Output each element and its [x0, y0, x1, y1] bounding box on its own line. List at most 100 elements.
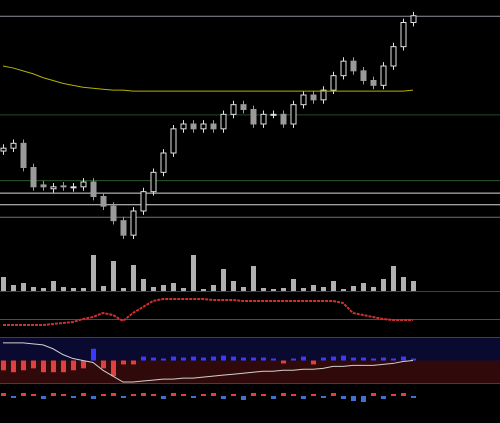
bar	[371, 287, 376, 291]
bar	[261, 394, 266, 396]
candle-body	[10, 142, 17, 149]
bar	[171, 283, 176, 291]
bar	[191, 396, 196, 398]
candle-body	[330, 75, 337, 91]
bar	[251, 266, 256, 291]
bar	[331, 356, 336, 361]
candle-body	[50, 186, 57, 190]
bar	[161, 358, 166, 361]
bar	[281, 288, 286, 291]
bar	[381, 279, 386, 291]
candle-body	[120, 220, 127, 236]
candle-body	[170, 128, 177, 154]
bar	[341, 355, 346, 361]
candle-body	[190, 123, 197, 130]
bar	[41, 360, 46, 373]
candle-body	[160, 152, 167, 173]
bar	[61, 360, 66, 373]
bar	[231, 356, 236, 361]
bar	[261, 288, 266, 291]
candle-body	[110, 205, 117, 222]
candle-body	[310, 94, 317, 101]
bar	[291, 358, 296, 361]
bar	[111, 393, 116, 396]
candle-body	[270, 113, 277, 116]
bar	[201, 394, 206, 396]
bar	[21, 360, 26, 371]
candle-body	[40, 184, 47, 188]
bar	[121, 360, 126, 365]
bar	[21, 283, 26, 291]
bar	[131, 265, 136, 291]
bar	[371, 393, 376, 396]
bar	[11, 285, 16, 291]
bar	[401, 393, 406, 396]
candle-body	[80, 181, 87, 188]
band-lower	[0, 360, 500, 383]
bar	[191, 255, 196, 291]
bar	[101, 394, 106, 396]
bar	[251, 393, 256, 396]
candle-body	[400, 22, 407, 48]
bar	[51, 360, 56, 373]
bar	[231, 281, 236, 291]
bar	[91, 348, 96, 361]
band-upper	[0, 338, 500, 361]
bar	[51, 281, 56, 291]
bar	[1, 360, 6, 371]
bar	[91, 255, 96, 291]
bar	[211, 285, 216, 291]
bar	[181, 394, 186, 396]
candle-body	[0, 147, 7, 152]
bar	[121, 288, 126, 291]
candle-body	[180, 123, 187, 130]
candle-body	[320, 89, 327, 101]
bar	[111, 360, 116, 377]
bar	[311, 285, 316, 291]
bar	[301, 356, 306, 361]
bar	[201, 357, 206, 361]
bar	[181, 288, 186, 291]
bar	[271, 396, 276, 399]
bar	[91, 396, 96, 399]
bar	[11, 360, 16, 373]
bar	[61, 287, 66, 291]
bar	[371, 358, 376, 361]
candle-body	[370, 80, 377, 86]
candle-body	[200, 123, 207, 130]
bar	[61, 394, 66, 396]
bar	[351, 286, 356, 291]
candle-body	[100, 196, 107, 207]
bar	[251, 357, 256, 361]
bar	[131, 360, 136, 365]
candle-body	[340, 60, 347, 77]
candle-body	[30, 167, 37, 188]
bar	[231, 394, 236, 396]
bar	[311, 394, 316, 396]
bar	[321, 357, 326, 361]
bar	[31, 360, 36, 369]
bar	[291, 394, 296, 396]
bar	[1, 277, 6, 291]
bar	[261, 357, 266, 361]
bar	[41, 288, 46, 291]
bar	[41, 396, 46, 399]
bar	[361, 396, 366, 402]
bar	[411, 396, 416, 398]
candle-body	[290, 104, 297, 125]
candle-body	[390, 46, 397, 67]
bar	[391, 266, 396, 291]
bar	[21, 393, 26, 396]
candle-body	[300, 94, 307, 106]
candle-body	[220, 113, 227, 130]
bar	[161, 285, 166, 291]
bar	[101, 360, 106, 369]
bar	[401, 356, 406, 361]
bar	[181, 357, 186, 361]
bar	[321, 287, 326, 291]
bar	[411, 281, 416, 291]
bar	[211, 393, 216, 396]
bar	[391, 394, 396, 396]
bar	[281, 360, 286, 364]
